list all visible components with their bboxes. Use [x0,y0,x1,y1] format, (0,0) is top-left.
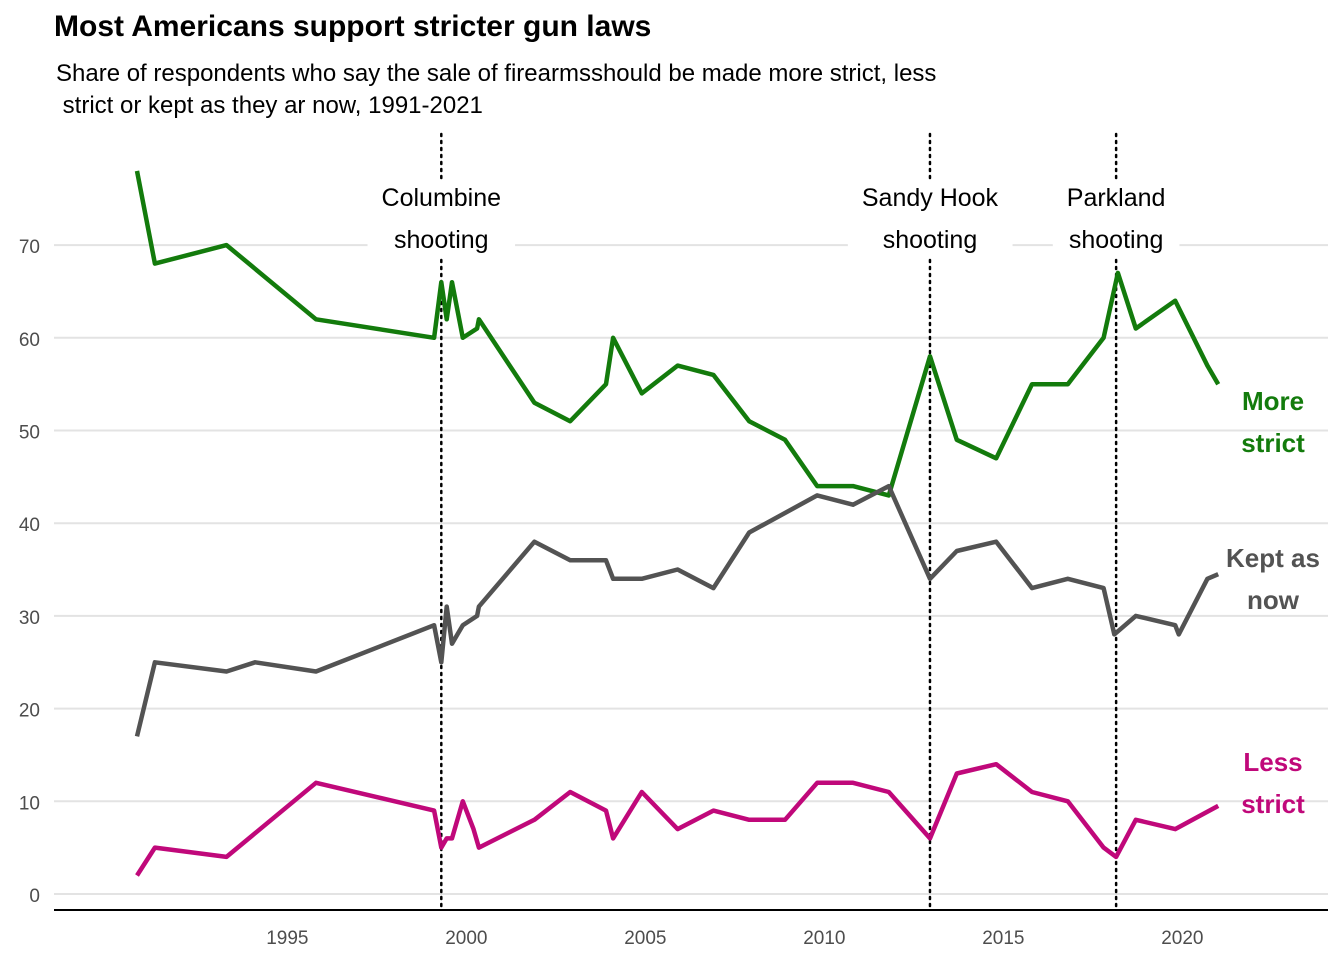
series-label-text-2: Less strict [1241,747,1305,819]
event-label-2: Parkland shooting [1052,180,1180,258]
series-line-0 [134,170,1221,498]
y-tick-label-30: 30 [19,608,40,629]
event-label-1: Sandy Hook shooting [847,180,1013,258]
series-label-line-1-1: now [1247,585,1300,615]
series-label-text-1: Kept as now [1226,543,1320,615]
series-label-0: More strict [1241,386,1305,458]
series-label-line-1-0: Kept as [1226,543,1320,573]
series-label-line-0-0: More [1242,386,1304,416]
x-tick-label-2005: 2005 [624,928,666,949]
event-label-bg-0 [367,180,516,258]
y-tick-label-10: 10 [19,793,40,814]
event-label-text-0: Columbine shooting [382,184,502,254]
event-label-line-2-0: Parkland [1067,184,1166,212]
event-label-line-1-0: Sandy Hook [862,184,999,212]
x-tick-label-2020: 2020 [1161,928,1203,949]
chart-subtitle-line-2: strict or kept as they ar now, 1991-2021 [56,92,483,119]
event-label-bg-2 [1052,180,1180,258]
grid-lines [54,244,1328,895]
series-label-2: Less strict [1241,747,1305,819]
chart-title: Most Americans support stricter gun laws [54,10,652,43]
chart-subtitle-line-1: Share of respondents who say the sale of… [56,60,937,87]
event-label-0: Columbine shooting [367,180,516,258]
event-label-line-2-1: shooting [1069,226,1164,254]
series-label-line-2-0: Less [1243,747,1302,777]
series-label-1: Kept as now [1226,543,1320,615]
x-tick-label-1995: 1995 [266,928,308,949]
series-line-2 [135,761,1220,877]
series-label-text-0: More strict [1241,386,1305,458]
y-tick-label-0: 0 [29,886,40,907]
event-label-line-0-0: Columbine [382,184,502,212]
event-label-line-0-1: shooting [394,226,489,254]
x-tick-label-2010: 2010 [803,928,845,949]
x-tick-label-2000: 2000 [445,928,487,949]
event-label-line-1-1: shooting [883,226,978,254]
series-label-line-2-1: strict [1241,789,1305,819]
y-tick-label-50: 50 [19,423,40,444]
y-tick-label-40: 40 [19,515,40,536]
y-tick-label-20: 20 [19,701,40,722]
y-tick-label-70: 70 [19,237,40,258]
x-tick-label-2015: 2015 [982,928,1024,949]
event-label-text-1: Sandy Hook shooting [862,184,999,254]
event-label-bg-1 [847,180,1013,258]
series-label-line-0-1: strict [1241,428,1305,458]
series-line-1 [134,483,1220,737]
event-label-text-2: Parkland shooting [1067,184,1166,254]
y-tick-label-60: 60 [19,330,40,351]
